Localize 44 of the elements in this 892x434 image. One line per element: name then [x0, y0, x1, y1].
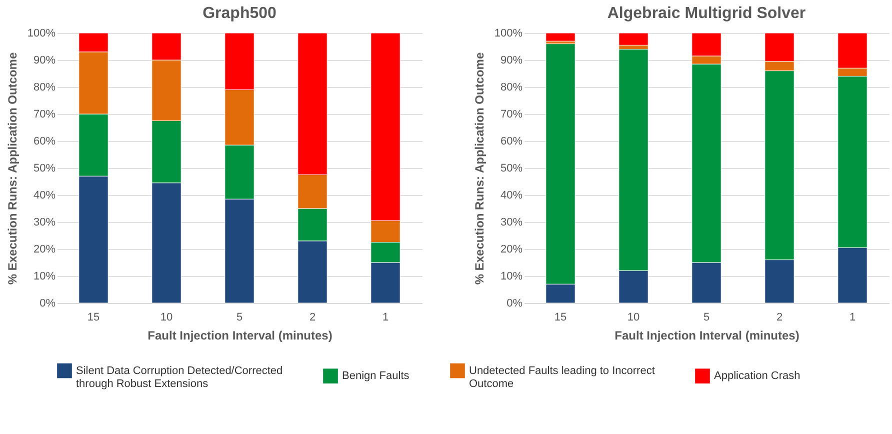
chart-title: Graph500	[202, 5, 277, 22]
x-tick-label: 10	[627, 312, 640, 324]
y-axis-title: % Execution Runs: Application Outcome	[5, 52, 20, 285]
x-tick-label: 15	[554, 312, 567, 324]
legend-label: Benign Faults	[342, 370, 410, 382]
y-tick-label: 90%	[500, 54, 523, 66]
y-tick-label: 30%	[33, 216, 56, 228]
y-tick-label: 20%	[33, 244, 56, 256]
y-tick-label: 0%	[40, 298, 56, 310]
y-tick-label: 70%	[33, 108, 56, 120]
x-tick-label: 5	[703, 312, 710, 324]
y-tick-label: 10%	[500, 270, 523, 282]
y-tick-label: 100%	[494, 28, 523, 40]
y-tick-label: 60%	[500, 136, 523, 148]
x-tick-label: 1	[382, 312, 389, 324]
x-tick-label: 15	[87, 312, 100, 324]
y-tick-label: 100%	[27, 28, 56, 40]
y-tick-label: 40%	[500, 190, 523, 202]
y-tick-label: 50%	[500, 162, 523, 174]
x-tick-label: 5	[236, 312, 243, 324]
x-tick-label: 2	[309, 312, 316, 324]
legend-label: Undetected Faults leading to Incorrect Outcome	[469, 364, 655, 390]
x-axis-title: Fault Injection Interval (minutes)	[614, 328, 800, 342]
y-tick-label: 10%	[33, 270, 56, 282]
y-tick-label: 80%	[33, 82, 56, 94]
y-axis-title: % Execution Runs: Application Outcome	[472, 52, 486, 285]
x-tick-label: 10	[160, 312, 173, 324]
y-tick-label: 50%	[33, 162, 56, 174]
bar	[546, 32, 576, 42]
y-tick-label: 70%	[500, 108, 523, 120]
y-tick-label: 20%	[500, 244, 523, 256]
x-axis-title: Fault Injection Interval (minutes)	[148, 328, 332, 342]
x-tick-label: 2	[776, 312, 783, 324]
y-tick-label: 80%	[500, 82, 523, 94]
legend-label: Silent Data Corruption Detected/Corrected through Robust Extensions	[76, 364, 283, 390]
y-tick-label: 40%	[33, 190, 56, 202]
y-tick-label: 30%	[500, 216, 523, 228]
chart-title: Algebraic Multigrid Solver	[607, 5, 806, 22]
y-tick-label: 90%	[33, 54, 56, 66]
y-tick-label: 0%	[506, 298, 523, 310]
legend-label: Application Crash	[714, 370, 800, 382]
x-tick-label: 1	[849, 312, 856, 324]
y-tick-label: 60%	[33, 136, 56, 148]
bar	[618, 32, 648, 46]
